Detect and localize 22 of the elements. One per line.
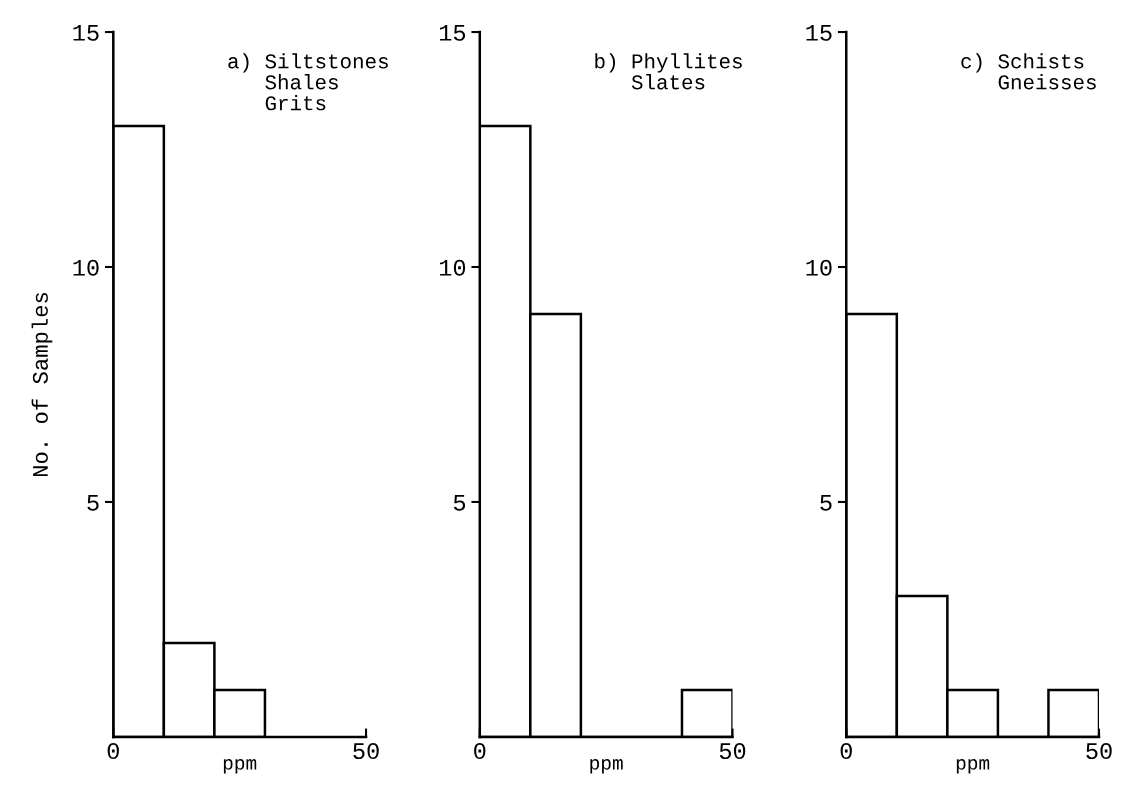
- y-tick-label: 5: [820, 494, 832, 511]
- x-axis-title: ppm: [223, 759, 257, 774]
- x-tick-label: 0: [840, 743, 852, 760]
- x-tick-label: 0: [474, 743, 486, 760]
- annotation: b) Phyllites Slates: [595, 53, 742, 90]
- annotation: a) Siltstones Shales Grits: [228, 53, 388, 111]
- y-tick-label: 10: [439, 259, 466, 276]
- y-tick-label: 15: [806, 25, 832, 41]
- x-tick-label: 50: [1086, 743, 1112, 760]
- x-axis-title: ppm: [956, 759, 990, 774]
- x-tick-label: 50: [719, 743, 746, 760]
- y-tick-label: 5: [87, 494, 99, 511]
- x-axis-title: ppm: [590, 759, 623, 774]
- y-tick-label: 10: [806, 259, 832, 276]
- y-tick-label: 10: [73, 259, 99, 276]
- y-axis-title: No. of Samples: [31, 292, 53, 477]
- x-tick-label: 50: [353, 743, 379, 760]
- x-tick-label: 0: [107, 743, 119, 760]
- y-tick-label: 15: [73, 25, 99, 41]
- annotation: c) Schists Gneisses: [961, 53, 1096, 90]
- y-tick-label: 15: [439, 25, 466, 41]
- y-tick-label: 5: [453, 494, 466, 511]
